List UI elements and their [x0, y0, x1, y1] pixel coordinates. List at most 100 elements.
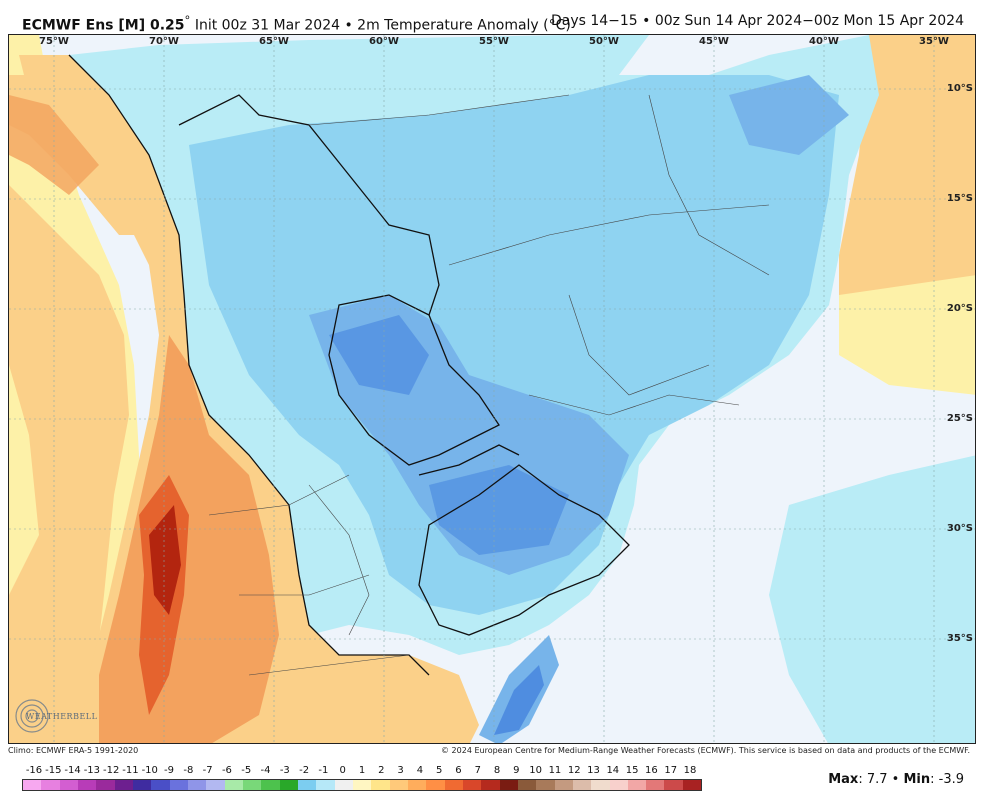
pacific-warmer-band	[9, 185, 129, 743]
lat-label: 25°S	[946, 413, 973, 424]
scale-swatch	[444, 780, 463, 790]
init-text: Init 00z 31 Mar 2024 • 2m Temperature An…	[194, 17, 571, 34]
paraguay-border	[328, 294, 500, 466]
andes-border	[68, 54, 430, 676]
scale-tick: -13	[83, 765, 101, 776]
scale-swatch	[41, 780, 60, 790]
state-border-2	[448, 204, 770, 266]
max-min: Max: 7.7 • Min: -3.9	[828, 772, 964, 787]
scale-tick: -10	[141, 765, 158, 776]
title: ECMWF Ens [M] 0.25° Init 00z 31 Mar 2024…	[22, 13, 571, 34]
scale-tick: 1	[358, 765, 366, 776]
lat-label: 30°S	[946, 523, 973, 534]
lon-label: 35°W	[919, 36, 949, 47]
graticule	[9, 35, 975, 743]
model-name: ECMWF Ens [M] 0.25	[22, 17, 185, 34]
scale-tick: -12	[103, 765, 120, 776]
lat-label: 15°S	[946, 193, 973, 204]
scale-tick: 18	[683, 765, 697, 776]
scale-tick: -16	[25, 765, 43, 776]
scale-tick: 17	[664, 765, 678, 776]
max-value: 7.7	[866, 772, 888, 787]
logo-text: WEATHERBELL	[26, 712, 98, 721]
scale-swatch	[96, 780, 115, 790]
state-border-1	[308, 94, 570, 126]
scale-swatch	[572, 780, 592, 790]
climo-note: Climo: ECMWF ERA-5 1991-2020	[8, 746, 139, 755]
scale-swatch	[646, 780, 665, 790]
scale-swatch	[627, 780, 647, 790]
province-border-4	[248, 654, 410, 676]
header: ECMWF Ens [M] 0.25° Init 00z 31 Mar 2024…	[0, 0, 984, 34]
province-border-3	[239, 574, 370, 596]
scale-swatch	[591, 780, 610, 790]
lon-label: 75°W	[39, 36, 69, 47]
scale-swatch	[536, 780, 555, 790]
scale-tick: -2	[299, 765, 310, 776]
scale-swatch	[114, 780, 133, 790]
min-label: Min	[903, 772, 931, 787]
scale-swatch	[279, 780, 298, 790]
scale-swatch	[261, 780, 280, 790]
scale-tick: -11	[122, 765, 139, 776]
scale-tick: -8	[183, 765, 194, 776]
offshore-cold-spot	[494, 665, 544, 735]
scale-swatch	[169, 780, 188, 790]
lon-label: 65°W	[259, 36, 289, 47]
max-label: Max	[828, 772, 859, 787]
anomaly-map: 75°W 70°W 65°W 60°W 55°W 50°W 45°W 40°W …	[8, 34, 976, 744]
scale-swatch	[481, 780, 500, 790]
scale-swatch	[609, 780, 628, 790]
atlantic-cool-region	[769, 455, 975, 743]
scale-tick: 9	[513, 765, 520, 776]
northeast-cool-spot	[729, 75, 849, 155]
scale-swatch	[389, 780, 408, 790]
scale-swatch	[407, 780, 427, 790]
valid-time: Days 14−15 • 00z Sun 14 Apr 2024−00z Mon…	[550, 13, 964, 29]
map-canvas	[9, 35, 975, 743]
scale-swatch	[242, 780, 262, 790]
scale-tick: 8	[493, 765, 501, 776]
lon-label: 55°W	[479, 36, 509, 47]
copyright-note: © 2024 European Centre for Medium-Range …	[441, 746, 970, 755]
scale-tick: -4	[260, 765, 271, 776]
mesopotamia-cold-spot	[429, 465, 569, 555]
chaco-cold-spot	[329, 315, 429, 395]
scale-tick: -6	[221, 765, 232, 776]
lon-label: 45°W	[699, 36, 729, 47]
scale-swatch	[316, 780, 335, 790]
scale-tick: 2	[378, 765, 385, 776]
lon-label: 60°W	[369, 36, 399, 47]
scale-swatch	[334, 780, 353, 790]
scale-tick: -15	[45, 765, 62, 776]
lon-label: 50°W	[589, 36, 619, 47]
scale-swatch	[517, 780, 537, 790]
scale-swatch	[426, 780, 445, 790]
scale-swatch	[132, 780, 152, 790]
bolivia-brazil-border	[178, 94, 440, 316]
scale-tick: 12	[567, 765, 581, 776]
scale-swatch	[77, 780, 97, 790]
scale-tick: 13	[587, 765, 600, 776]
state-borders	[208, 94, 770, 676]
country-borders	[68, 54, 630, 676]
state-border-4	[528, 394, 740, 416]
scale-tick: 11	[548, 765, 562, 776]
scale-swatch	[664, 780, 683, 790]
scale-swatch	[151, 780, 170, 790]
scale-swatch	[352, 780, 372, 790]
uruguay-border	[418, 464, 630, 636]
scale-swatch	[187, 780, 207, 790]
lat-label: 10°S	[946, 83, 973, 94]
scale-tick: 0	[339, 765, 346, 776]
scale-tick: 10	[529, 765, 542, 776]
degree-mark: °	[184, 13, 191, 27]
scale-tick: 14	[606, 765, 620, 776]
scale-tick: 5	[435, 765, 443, 776]
argentina-brazil-border	[418, 444, 520, 476]
scale-tick: -9	[164, 765, 175, 776]
color-scale: -16 -15 -14 -13 -12 -11 -10 -9 -8 -7 -6 -5 -4 -3 -2 -1 0…	[22, 765, 702, 793]
weatherbell-logo	[15, 699, 49, 733]
scale-tick: 6	[455, 765, 462, 776]
state-border-5	[648, 94, 770, 276]
